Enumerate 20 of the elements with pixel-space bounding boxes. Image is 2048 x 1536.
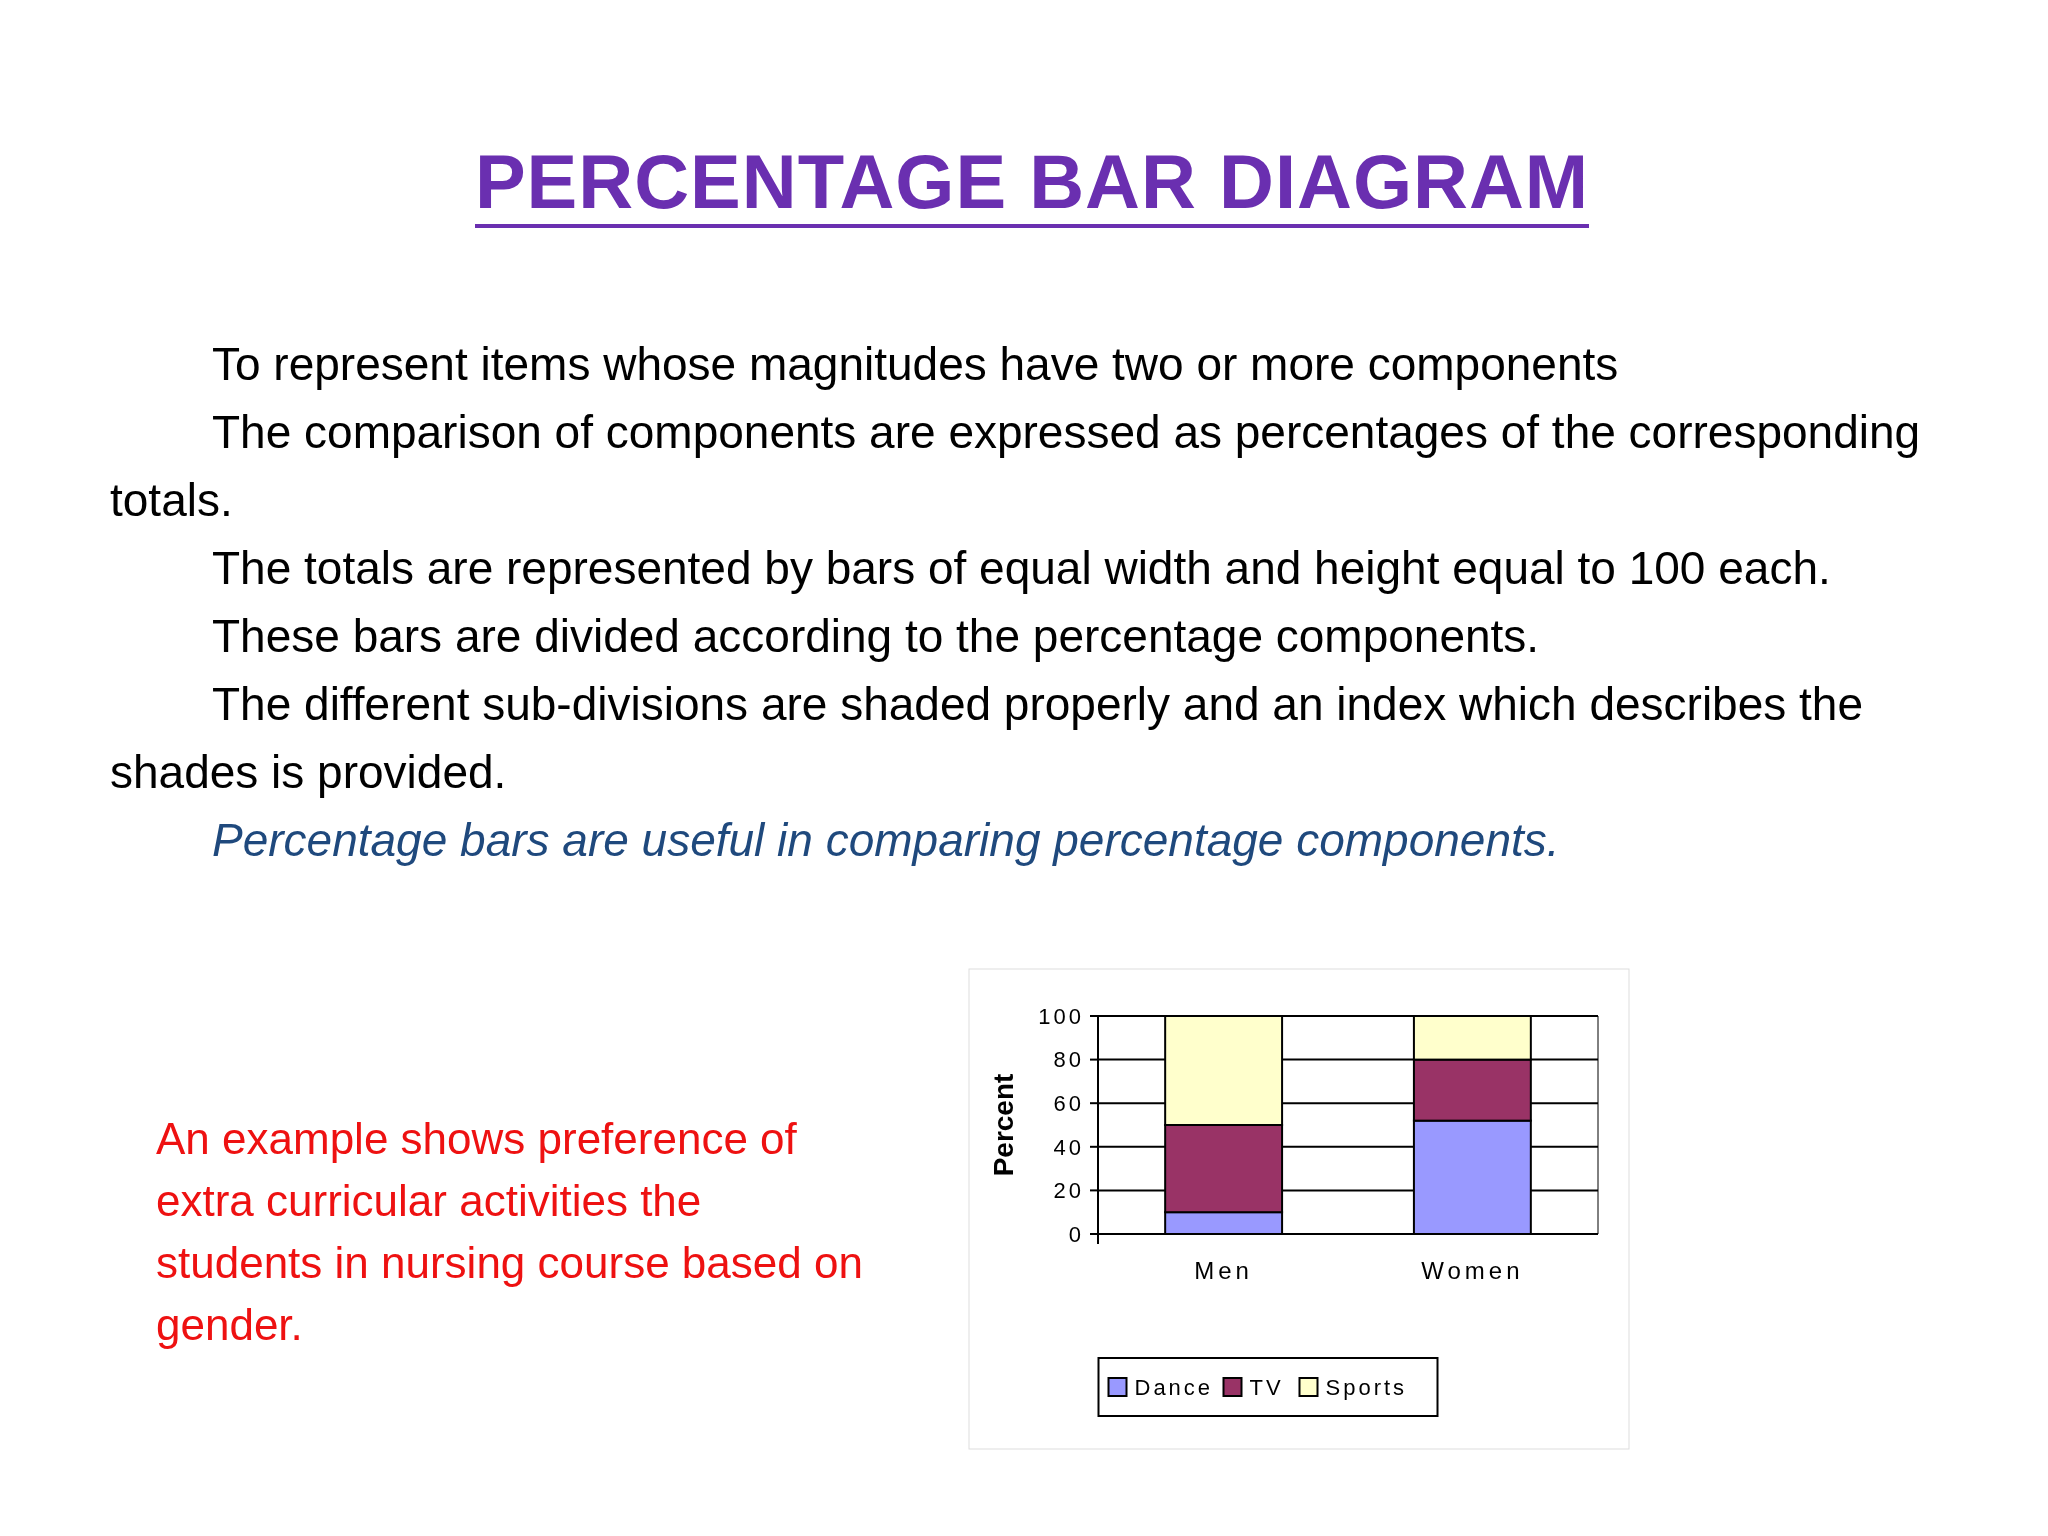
text: An example shows preference of extra curricular activities the students in nursing course based on gender. — [156, 1113, 864, 1351]
text: These bars are divided according to the percentage components. — [211, 609, 1541, 664]
y-tick-label: 40 — [1053, 1134, 1084, 1160]
text: The totals are represented by bars of equal width and height equal to 100 each. — [211, 541, 1832, 596]
y-tick-label: 60 — [1053, 1090, 1084, 1116]
text: To represent items whose magnitudes have two or more components — [211, 337, 1620, 392]
text: The comparison of components are expressed as percentages of the corresponding totals. — [110, 405, 1922, 528]
legend-label: Dance — [1134, 1374, 1214, 1400]
y-tick-label: 20 — [1053, 1178, 1084, 1204]
text: Percentage bars are useful in comparing percentage components. — [211, 813, 1561, 868]
x-tick-label: Women — [1421, 1257, 1524, 1284]
y-tick-label: 0 — [1068, 1221, 1084, 1247]
chart-title: PERCENTAGE BAR DIAGRAM — [474, 139, 1590, 228]
x-tick-label: Men — [1194, 1257, 1253, 1284]
text: The different sub-divisions are shaded properly and an index which describes the shades is provided. — [110, 677, 1864, 800]
legend-label: TV — [1249, 1374, 1284, 1400]
y-axis-title: Percent — [988, 1073, 1019, 1177]
legend-label: Sports — [1325, 1374, 1408, 1400]
y-tick-label: 80 — [1053, 1047, 1084, 1073]
y-tick-label: 100 — [1038, 1003, 1084, 1029]
